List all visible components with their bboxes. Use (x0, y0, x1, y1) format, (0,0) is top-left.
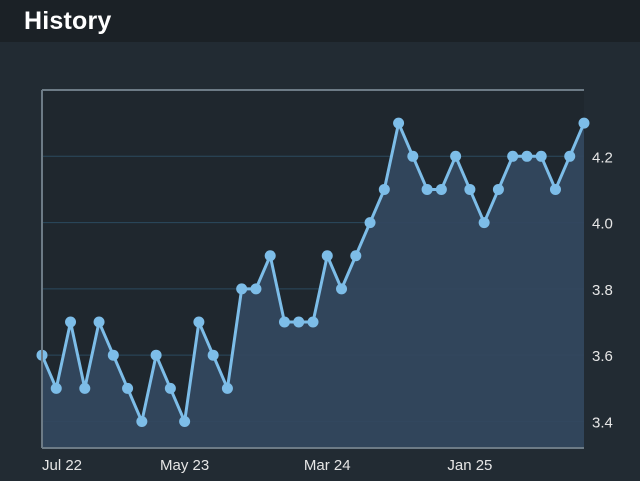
data-point (321, 250, 333, 262)
data-point (521, 150, 533, 162)
plot-frame (41, 89, 584, 449)
header-bar: History (0, 0, 640, 42)
data-point (507, 150, 519, 162)
x-tick-label: May 23 (160, 457, 209, 474)
x-tick-label: Jul 22 (42, 457, 82, 474)
data-point (122, 382, 134, 394)
y-tick-label: 4.0 (592, 216, 613, 233)
area-shape (42, 123, 584, 449)
y-tick-label: 4.2 (592, 149, 613, 166)
data-point (393, 117, 405, 129)
data-point (207, 349, 219, 361)
data-point (264, 250, 276, 262)
data-point (407, 150, 419, 162)
data-point (236, 283, 248, 295)
area-fill (42, 123, 584, 449)
data-point (65, 316, 77, 328)
data-point (578, 117, 590, 129)
data-points (36, 117, 590, 427)
data-point (79, 382, 91, 394)
page-title: History (24, 7, 112, 35)
data-point (535, 150, 547, 162)
data-point (164, 382, 176, 394)
y-tick-label: 3.8 (592, 282, 613, 299)
y-axis-ticks: 3.4 3.6 3.8 4.0 4.2 (592, 149, 613, 431)
y-tick-label: 3.6 (592, 348, 613, 365)
data-point (293, 316, 305, 328)
data-point (93, 316, 105, 328)
data-point (564, 150, 576, 162)
history-chart: 3.4 3.6 3.8 4.0 4.2 Jul 22 May 23 Mar 24 Jan 25 (36, 89, 613, 474)
data-point (350, 250, 362, 262)
data-point (307, 316, 319, 328)
data-point (179, 415, 191, 427)
data-point (278, 316, 290, 328)
data-point (136, 415, 148, 427)
x-tick-label: Jan 25 (447, 457, 492, 474)
data-point (50, 382, 62, 394)
data-point (150, 349, 162, 361)
data-point (378, 183, 390, 195)
data-point (364, 217, 376, 229)
y-tick-label: 3.4 (592, 414, 613, 431)
x-tick-label: Mar 24 (304, 457, 351, 474)
data-point (193, 316, 205, 328)
x-axis-ticks: Jul 22 May 23 Mar 24 Jan 25 (42, 457, 492, 474)
data-point (421, 183, 433, 195)
data-point (478, 217, 490, 229)
data-point (549, 183, 561, 195)
data-point (221, 382, 233, 394)
data-point (336, 283, 348, 295)
history-chart-container: 3.4 3.6 3.8 4.0 4.2 Jul 22 May 23 Mar 24 Jan 25 (0, 42, 640, 481)
data-point (435, 183, 447, 195)
data-point (250, 283, 262, 295)
data-point (450, 150, 462, 162)
data-point (464, 183, 476, 195)
data-point (107, 349, 119, 361)
data-point (492, 183, 504, 195)
